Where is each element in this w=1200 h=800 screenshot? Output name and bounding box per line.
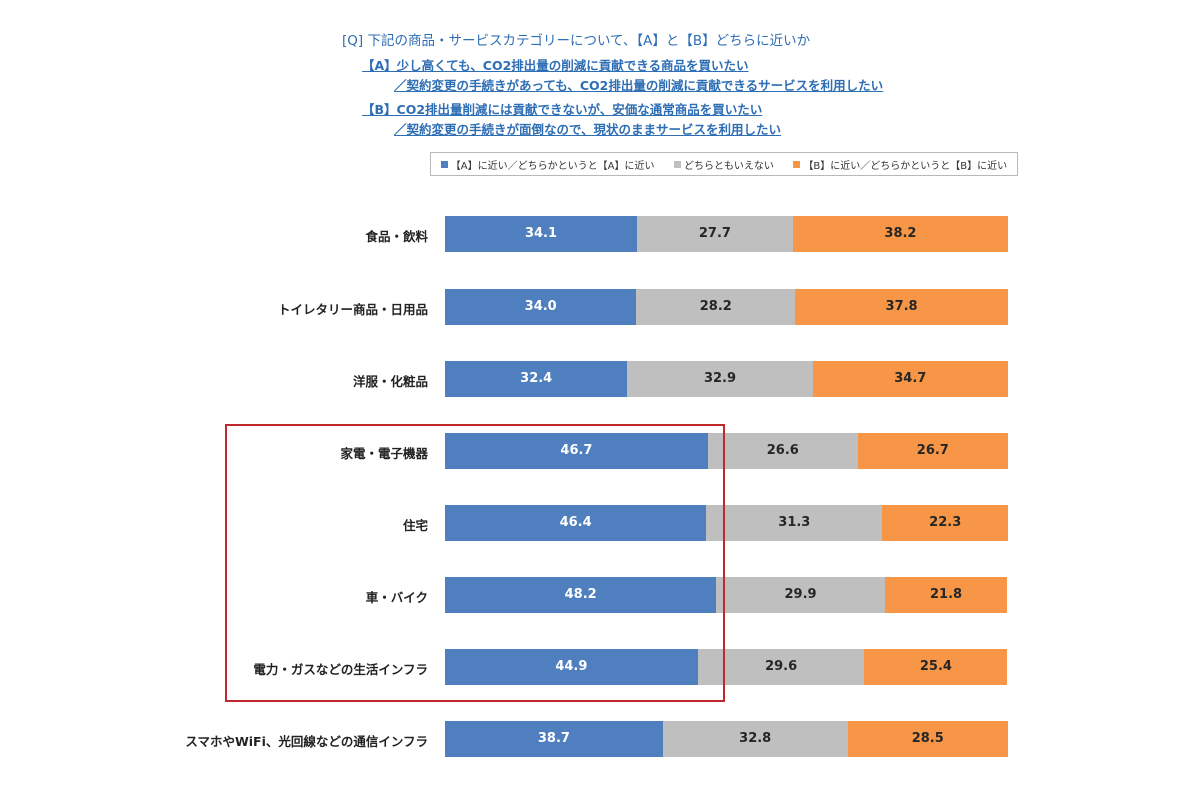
option-b-line-2: ／契約変更の手続きが面倒なので、現状のままサービスを利用したい (394, 122, 782, 137)
option-b-line-1: 【B】CO2排出量削減には貢献できないが、安価な通常商品を買いたい (362, 102, 763, 117)
bar-segment-2 (636, 216, 793, 252)
value-label: 22.3 (929, 515, 962, 530)
bar-segment-1 (445, 505, 707, 541)
value-label: 21.8 (930, 587, 963, 602)
bar-segment-2 (636, 289, 796, 325)
category-label: 電力・ガスなどの生活インフラ (253, 662, 428, 677)
value-label: 26.7 (916, 443, 949, 458)
highlight-box (225, 424, 725, 702)
bar-segment-1 (445, 216, 637, 252)
value-label: 32.9 (703, 371, 737, 386)
value-label: 32.4 (520, 371, 553, 386)
bar-segment-3 (864, 649, 1008, 685)
bar-segment-2 (707, 433, 858, 469)
value-label: 46.4 (559, 515, 592, 530)
value-label: 46.7 (560, 443, 593, 458)
value-label: 25.4 (919, 659, 952, 674)
bar-segment-3 (795, 289, 1008, 325)
category-label: 洋服・化粧品 (352, 374, 428, 389)
bar-segment-1 (445, 649, 698, 685)
value-label: 34.7 (894, 371, 927, 386)
value-label: 38.7 (537, 731, 570, 746)
category-label: スマホやWiFi、光回線などの通信インフラ (185, 734, 428, 749)
bar-segment-3 (884, 577, 1008, 613)
legend-item-a: 【A】に近い／どちらかというと【A】に近い (440, 157, 655, 172)
bar-segment-1 (445, 361, 628, 397)
category-label: トイレタリー商品・日用品 (277, 302, 428, 317)
bar-segment-2 (627, 361, 813, 397)
bar-segment-2 (697, 649, 865, 685)
legend-swatch-neutral (674, 160, 682, 168)
legend-item-b: 【B】に近い／どちらかというと【B】に近い (793, 157, 1007, 172)
chart-legend: 【A】に近い／どちらかというと【A】に近い どちらともいえない 【B】に近い／ど… (430, 152, 1018, 176)
question-header: [Q] 下記の商品・サービスカテゴリーについて、【A】と【B】どちらに近いか (342, 33, 811, 49)
bar-segment-2 (716, 577, 885, 613)
bar-segment-3 (847, 721, 1008, 757)
legend-label-b: 【B】に近い／どちらかというと【B】に近い (803, 160, 1008, 172)
value-label: 31.3 (778, 515, 811, 530)
bar-segment-1 (445, 721, 663, 757)
value-label: 48.2 (564, 587, 597, 602)
value-label: 44.9 (555, 659, 588, 674)
value-label: 32.8 (739, 731, 772, 746)
value-label: 27.7 (698, 226, 731, 241)
bar-segment-3 (812, 361, 1008, 397)
option-a-line-2: ／契約変更の手続きがあっても、CO2排出量の削減に貢献できるサービスを利用したい (394, 78, 884, 93)
bar-segment-3 (857, 433, 1008, 469)
category-label: 車・バイク (365, 590, 428, 605)
bar-segment-3 (792, 216, 1008, 252)
value-label: 29.9 (784, 587, 817, 602)
bar-segment-2 (662, 721, 848, 757)
value-label: 34.1 (524, 226, 558, 241)
value-label: 29.6 (765, 659, 798, 674)
value-label: 37.8 (885, 299, 918, 314)
bar-segment-1 (445, 433, 708, 469)
legend-label-a: 【A】に近い／どちらかというと【A】に近い (450, 160, 655, 172)
category-label: 食品・飲料 (365, 229, 428, 244)
value-label: 38.2 (884, 226, 917, 241)
option-a-line-1: 【A】少し高くても、CO2排出量の削減に貢献できる商品を買いたい (362, 58, 749, 73)
bar-segment-3 (882, 505, 1008, 541)
value-label: 28.5 (911, 731, 944, 746)
bar-segment-2 (706, 505, 883, 541)
legend-label-neutral: どちらともいえない (684, 160, 774, 172)
bar-segment-1 (445, 577, 717, 613)
value-label: 34.0 (524, 299, 557, 314)
category-label: 家電・電子機器 (340, 446, 428, 461)
legend-swatch-a (440, 160, 448, 168)
value-label: 26.6 (766, 443, 799, 458)
legend-swatch-b (793, 160, 801, 168)
value-label: 28.2 (699, 299, 732, 314)
bar-segment-1 (445, 289, 637, 325)
category-label: 住宅 (402, 518, 428, 533)
legend-item-neutral: どちらともいえない (674, 157, 774, 172)
